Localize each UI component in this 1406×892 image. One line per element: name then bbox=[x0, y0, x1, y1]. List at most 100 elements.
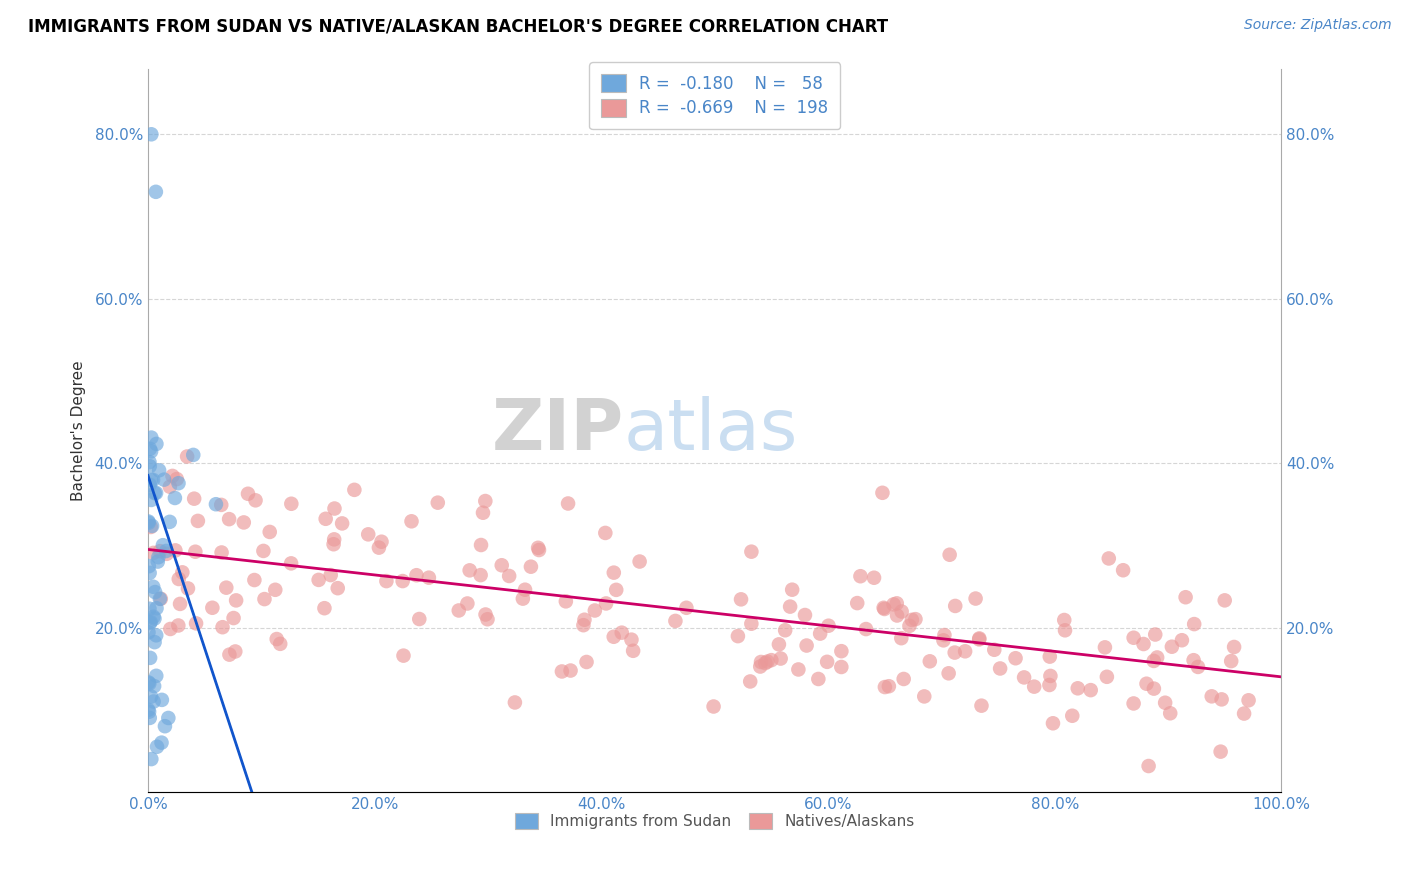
Point bbox=[938, 548, 960, 562]
Point bbox=[1159, 706, 1181, 721]
Point bbox=[807, 672, 830, 686]
Point bbox=[1132, 637, 1154, 651]
Point bbox=[139, 651, 162, 665]
Point bbox=[808, 626, 831, 640]
Point bbox=[159, 622, 181, 636]
Point bbox=[938, 666, 960, 681]
Point bbox=[330, 516, 353, 531]
Point bbox=[527, 541, 550, 555]
Point bbox=[1024, 680, 1046, 694]
Point bbox=[162, 469, 184, 483]
Point bbox=[138, 455, 160, 469]
Point bbox=[872, 485, 894, 500]
Point bbox=[326, 581, 349, 595]
Point bbox=[769, 651, 792, 665]
Point bbox=[150, 736, 173, 750]
Point bbox=[224, 644, 246, 658]
Point bbox=[142, 580, 165, 594]
Point bbox=[877, 679, 900, 693]
Point bbox=[595, 597, 617, 611]
Point bbox=[886, 608, 908, 623]
Point bbox=[1220, 654, 1243, 668]
Point bbox=[138, 601, 160, 615]
Point bbox=[727, 629, 749, 643]
Point bbox=[314, 601, 336, 615]
Point bbox=[513, 582, 536, 597]
Point bbox=[139, 711, 162, 725]
Point bbox=[1039, 649, 1062, 664]
Point bbox=[181, 448, 204, 462]
Point bbox=[149, 591, 172, 606]
Point bbox=[236, 487, 259, 501]
Point bbox=[139, 520, 162, 534]
Point bbox=[157, 711, 180, 725]
Point bbox=[912, 690, 935, 704]
Point bbox=[787, 663, 810, 677]
Point bbox=[730, 592, 752, 607]
Point bbox=[184, 545, 207, 559]
Point bbox=[343, 483, 366, 497]
Point bbox=[222, 611, 245, 625]
Legend: Immigrants from Sudan, Natives/Alaskans: Immigrants from Sudan, Natives/Alaskans bbox=[509, 806, 921, 835]
Point bbox=[498, 569, 520, 583]
Point bbox=[139, 615, 162, 630]
Point bbox=[610, 625, 633, 640]
Point bbox=[1213, 593, 1236, 607]
Point bbox=[1080, 683, 1102, 698]
Point bbox=[155, 544, 177, 558]
Point bbox=[138, 516, 160, 530]
Point bbox=[773, 624, 796, 638]
Point bbox=[458, 563, 481, 577]
Point bbox=[322, 537, 344, 551]
Point bbox=[1122, 697, 1144, 711]
Point bbox=[152, 538, 174, 552]
Point bbox=[491, 558, 513, 573]
Point bbox=[749, 655, 772, 669]
Point bbox=[1012, 670, 1035, 684]
Point bbox=[794, 607, 817, 622]
Point bbox=[169, 597, 191, 611]
Point bbox=[575, 655, 598, 669]
Point bbox=[408, 612, 430, 626]
Point bbox=[873, 680, 896, 694]
Point bbox=[142, 609, 165, 624]
Point bbox=[756, 655, 779, 669]
Point bbox=[983, 642, 1005, 657]
Point bbox=[167, 618, 190, 632]
Point bbox=[1038, 678, 1060, 692]
Point bbox=[830, 644, 852, 658]
Point bbox=[527, 543, 550, 558]
Point bbox=[520, 559, 543, 574]
Point bbox=[145, 669, 167, 683]
Point bbox=[1209, 745, 1232, 759]
Point bbox=[554, 594, 576, 608]
Point bbox=[943, 646, 966, 660]
Point bbox=[474, 494, 496, 508]
Point bbox=[245, 493, 267, 508]
Point bbox=[1062, 708, 1084, 723]
Point bbox=[904, 612, 927, 626]
Point bbox=[574, 613, 596, 627]
Point bbox=[1098, 551, 1121, 566]
Point bbox=[965, 591, 987, 606]
Point bbox=[621, 644, 644, 658]
Point bbox=[159, 515, 181, 529]
Point bbox=[138, 676, 160, 690]
Point bbox=[252, 544, 274, 558]
Point bbox=[142, 546, 165, 560]
Point bbox=[153, 473, 176, 487]
Point bbox=[165, 543, 187, 558]
Point bbox=[375, 574, 398, 588]
Point bbox=[148, 550, 170, 565]
Point bbox=[1143, 681, 1166, 696]
Point bbox=[472, 506, 495, 520]
Point bbox=[253, 592, 276, 607]
Point bbox=[1095, 670, 1118, 684]
Point bbox=[1144, 627, 1167, 641]
Point bbox=[323, 501, 346, 516]
Point bbox=[145, 437, 167, 451]
Point bbox=[243, 573, 266, 587]
Point bbox=[211, 545, 233, 559]
Point bbox=[280, 497, 302, 511]
Point bbox=[603, 630, 626, 644]
